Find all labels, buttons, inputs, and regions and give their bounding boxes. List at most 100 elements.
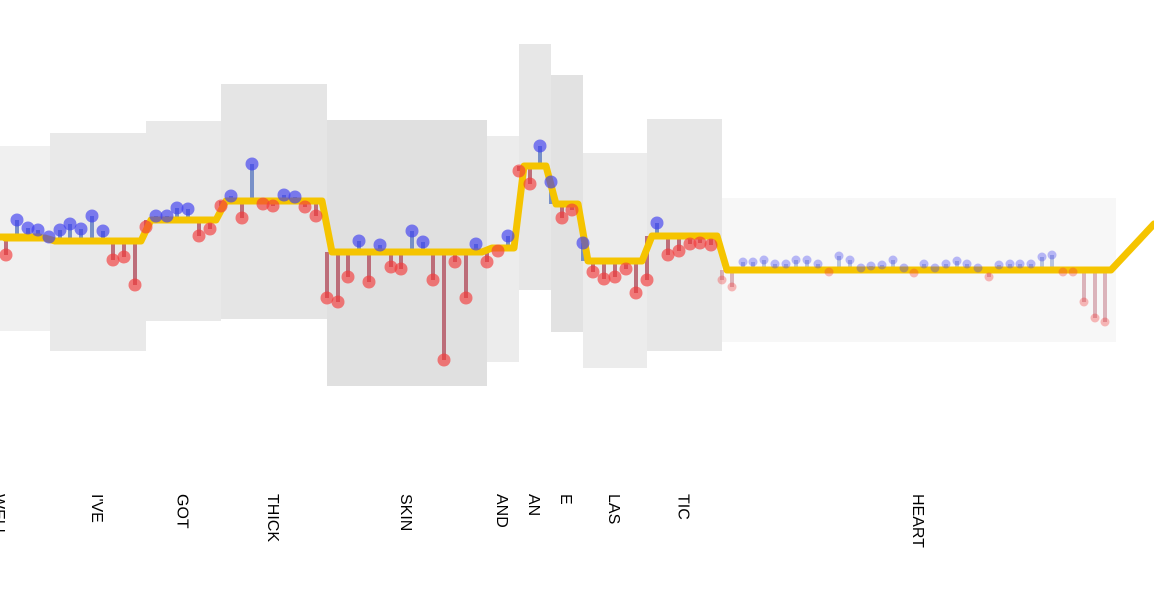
note-dot-above [469,237,483,251]
note-dot-below [672,244,686,258]
note-dot-above [96,224,110,238]
syllable-label-1: I'VE [88,494,105,523]
syllable-label-8: LAS [605,494,622,524]
note-dot-above [544,175,558,189]
note-dot-below [727,282,737,292]
note-dot-below [608,270,622,284]
note-dot-above [352,234,366,248]
note-dot-below [717,275,727,285]
note-dot-below [640,273,654,287]
note-dot-above [748,257,758,267]
note-dot-below [394,262,408,276]
note-dot-above [181,202,195,216]
note-dot-above [245,157,259,171]
note-dot-below [491,244,505,258]
note-dot-above [845,255,855,265]
note-dot-above [416,235,430,249]
syllable-label-10: HEART [909,494,926,548]
note-dot-below [320,291,334,305]
syllable-label-3: THICK [264,494,281,542]
note-dot-above [834,251,844,261]
note-dot-below [1100,317,1110,327]
note-dot-below [704,238,718,252]
note-dot-above [759,255,769,265]
note-dot-above [63,217,77,231]
note-dot-above [994,260,1004,270]
note-dot-below [235,211,249,225]
note-dot-below [214,199,228,213]
note-dot-below [661,248,675,262]
note-dot-above [930,263,940,273]
note-dot-below [448,255,462,269]
note-dot-above [85,209,99,223]
note-dot-above [149,209,163,223]
note-dot-above [74,222,88,236]
note-dot-below [984,272,994,282]
note-dot-above [1015,259,1025,269]
note-dot-below [597,272,611,286]
note-dot-above [533,139,547,153]
note-dot-above [31,223,45,237]
note-dot-above [373,238,387,252]
note-dot-below [192,229,206,243]
syllable-labels: WELL I'VE GOT THICK SKIN AND AN E LAS TIC HEART [0,494,926,548]
note-dots [0,139,1110,367]
note-dot-below [362,275,376,289]
note-dot-above [42,230,56,244]
note-dot-below [331,295,345,309]
note-dot-below [266,199,280,213]
note-dot-below [309,209,323,223]
note-dot-above [813,259,823,269]
note-dot-above [888,255,898,265]
note-dot-above [1005,259,1015,269]
note-dot-above [770,259,780,269]
note-dot-above [866,261,876,271]
note-dot-above [288,190,302,204]
note-dot-below [1079,297,1089,307]
note-dot-below [619,262,633,276]
syllable-label-7: E [557,494,574,505]
note-dot-below [1068,267,1078,277]
note-dot-above [53,223,67,237]
syllable-label-2: GOT [174,494,191,529]
note-dot-above [405,224,419,238]
note-dot-below [106,253,120,267]
note-dot-below [512,164,526,178]
note-dot-above [856,263,866,273]
note-dot-above [919,259,929,269]
note-dot-above [650,216,664,230]
note-dot-above [802,255,812,265]
note-dot-above [1026,259,1036,269]
note-dot-below [256,197,270,211]
note-dot-below [523,177,537,191]
syllable-label-0: WELL [0,494,7,538]
note-dot-above [1047,250,1057,260]
syllable-label-4: SKIN [397,494,414,531]
note-dot-above [160,209,174,223]
syllable-label-6: AN [525,494,542,516]
note-dot-below [437,353,451,367]
note-dot-above [1037,252,1047,262]
note-dot-above [10,213,24,227]
note-dot-above [952,256,962,266]
note-dot-below [555,211,569,225]
note-dot-above [170,201,184,215]
syllable-label-9: TIC [675,494,692,520]
note-dot-above [738,257,748,267]
note-dot-below [683,237,697,251]
note-dot-above [21,221,35,235]
note-dot-above [501,229,515,243]
melody-contour-line [0,162,1154,274]
note-dot-below [0,248,13,262]
note-dot-below [139,220,153,234]
note-dot-below [341,270,355,284]
note-dot-below [298,200,312,214]
note-dot-below [384,260,398,274]
note-dot-above [576,236,590,250]
note-dot-below [459,291,473,305]
note-dot-below [629,286,643,300]
note-dot-above [877,260,887,270]
note-dot-above [277,188,291,202]
note-dot-below [1090,313,1100,323]
